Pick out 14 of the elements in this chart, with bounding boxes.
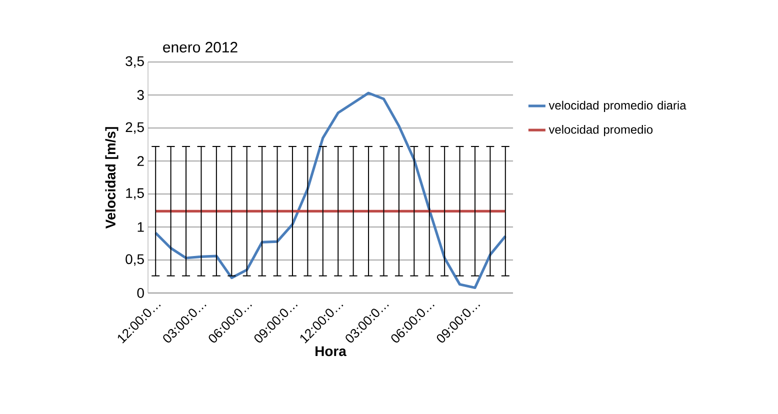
y-tick-label: 3,5 xyxy=(126,56,144,68)
line-series xyxy=(154,92,507,290)
y-tick-label: 0 xyxy=(137,288,144,298)
chart-title: enero 2012 xyxy=(163,42,238,52)
y-tick-label: 2,5 xyxy=(126,122,144,134)
legend-label: velocidad promedio diaria xyxy=(548,100,686,112)
y-axis-title: Velocidad [m/s] xyxy=(105,127,118,229)
y-tick-label: 1 xyxy=(138,222,144,232)
x-axis-title: Hora xyxy=(316,346,346,356)
y-tick-label: 2 xyxy=(137,156,144,166)
y-tick-label: 0,5 xyxy=(126,254,144,266)
y-tick-label: 3 xyxy=(137,90,144,100)
y-tick-label: 1,5 xyxy=(126,188,144,200)
legend-label: velocidad promedio xyxy=(548,124,653,136)
